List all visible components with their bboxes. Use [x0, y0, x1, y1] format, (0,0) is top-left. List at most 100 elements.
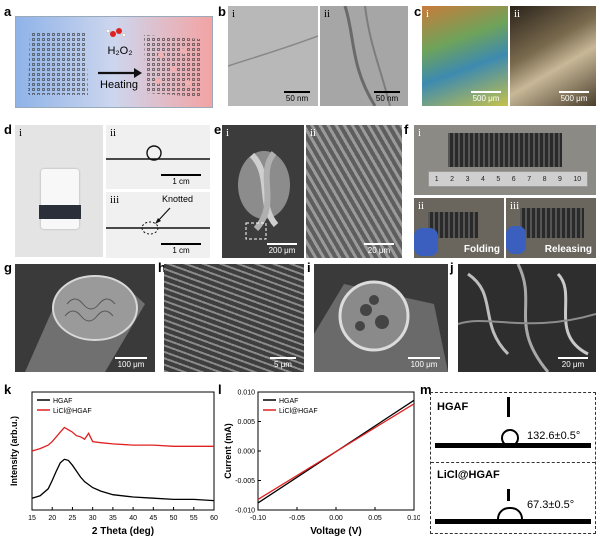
- y-axis-label: Current (mA): [223, 423, 233, 479]
- angle-licl-hgaf: 67.3±0.5°: [527, 499, 575, 511]
- sub-label: ii: [514, 8, 521, 20]
- scale-bar: 20 μm: [554, 357, 592, 369]
- knotted-annotation: Knotted: [162, 194, 194, 204]
- panel-f-iii: iii Releasing: [506, 198, 596, 258]
- caption-releasing: Releasing: [544, 244, 592, 255]
- ruler-number: 6: [511, 175, 516, 183]
- panel-f-i: 1 2 3 4 5 6 7 8 9 10 i: [414, 125, 596, 195]
- chart-k-xrd: 15 20 25 30 35 40 45 50 55 60 2 Theta (deg) Intensi…: [9, 391, 218, 536]
- sample-hgaf: HGAF: [437, 401, 469, 413]
- x-axis-label: Voltage (V): [310, 526, 361, 536]
- x-tick-label: 25: [69, 515, 77, 522]
- scale-bar: 500 μm: [555, 91, 593, 103]
- scale-bar: 50 nm: [370, 91, 404, 103]
- series-line-2: [257, 403, 415, 500]
- sample-licl-hgaf: LiCl@HGAF: [437, 469, 500, 481]
- graphene-sheet: [28, 32, 88, 95]
- wrapped-fiber: [39, 205, 81, 219]
- fabric-sheet: [448, 133, 562, 167]
- ruler-number: 1: [434, 175, 439, 183]
- series-line-2: [31, 426, 214, 452]
- label-d: d: [4, 122, 12, 137]
- angle-hgaf: 132.6±0.5°: [527, 430, 581, 442]
- x-tick-label: 50: [170, 515, 178, 522]
- x-tick-label: 35: [109, 515, 117, 522]
- x-tick-label: 30: [89, 515, 97, 522]
- sub-label: ii: [418, 200, 425, 212]
- y-tick-label: 0.000: [237, 449, 255, 456]
- label-m: m: [420, 382, 432, 397]
- sub-label: iii: [110, 194, 120, 206]
- x-tick-label: 55: [190, 515, 198, 522]
- spool: [41, 169, 79, 229]
- ruler-number: 2: [450, 175, 455, 183]
- panel-d-i: i: [15, 125, 103, 257]
- x-tick-label: 45: [149, 515, 157, 522]
- scale-bar: 5 μm: [266, 357, 300, 369]
- panel-d-ii: ii 1 cm: [106, 125, 210, 189]
- ruler-number: 4: [480, 175, 485, 183]
- caption-folding: Folding: [463, 244, 500, 255]
- panel-f-ii: ii Folding: [414, 198, 504, 258]
- y-tick-label: 0.010: [237, 390, 255, 397]
- x-tick-label: 0.05: [368, 515, 382, 522]
- ruler-number: 10: [573, 175, 582, 183]
- panel-e-i: i 200 μm: [222, 125, 304, 258]
- x-tick-label: 0.10: [407, 515, 420, 522]
- panel-b-i: i 50 nm: [228, 6, 318, 106]
- needle: [507, 397, 510, 417]
- reagent-label: H₂O₂: [107, 45, 133, 57]
- scale-bar: 200 μm: [263, 243, 301, 255]
- label-a: a: [4, 4, 12, 19]
- scale-bar: 100 μm: [404, 357, 444, 369]
- x-tick-label: -0.05: [289, 515, 305, 522]
- label-f: f: [404, 122, 409, 137]
- panel-d-iii: iii Knotted 1 cm: [106, 192, 210, 258]
- sub-label: i: [226, 127, 230, 139]
- panel-b-ii: ii 50 nm: [320, 6, 408, 106]
- panel-m: HGAF 132.6±0.5° LiCl@HGAF 67.3±0.5°: [430, 392, 596, 534]
- panel-c-ii: ii 500 μm: [510, 6, 596, 106]
- ruler-number: 9: [558, 175, 562, 183]
- ruler-number: 7: [527, 175, 532, 183]
- x-tick-label: 40: [129, 515, 137, 522]
- x-tick-label: 20: [48, 515, 56, 522]
- label-e: e: [214, 122, 222, 137]
- label-i: i: [307, 260, 311, 275]
- h2o2-molecule-icon: [110, 31, 116, 37]
- sub-label: ii: [110, 127, 117, 139]
- y-tick-label: 0.005: [237, 419, 255, 426]
- sub-label: i: [418, 127, 422, 139]
- label-h: h: [158, 260, 166, 275]
- label-k: k: [4, 382, 12, 397]
- panel-e-ii: ii 20 μm: [306, 125, 402, 258]
- ruler-number: 5: [496, 175, 501, 183]
- holey-graphene-sheet: [144, 35, 202, 97]
- label-j: j: [450, 260, 454, 275]
- ruler-number: 3: [465, 175, 470, 183]
- sub-label: ii: [324, 8, 331, 20]
- scale-bar: 20 μm: [360, 243, 398, 255]
- label-c: c: [414, 4, 422, 19]
- scale-bar: 50 nm: [280, 91, 314, 103]
- scale-bar: 1 cm: [158, 174, 204, 186]
- sub-label: i: [426, 8, 430, 20]
- label-g: g: [4, 260, 12, 275]
- process-label: Heating: [100, 79, 138, 91]
- legend-entry: HGAF: [53, 398, 72, 405]
- scale-bar: 100 μm: [111, 357, 151, 369]
- y-axis-label: Intensity (arb.u.): [9, 416, 19, 486]
- y-tick-label: -0.010: [235, 508, 255, 515]
- chart-l-iv: -0.10 -0.05 0.00 0.05 0.10 -0.010 -0.005 0.000 0…: [223, 390, 420, 537]
- x-tick-label: 15: [28, 515, 36, 522]
- sub-label: ii: [310, 127, 317, 139]
- panel-g: 100 μm: [15, 264, 155, 372]
- x-tick-label: -0.10: [250, 515, 266, 522]
- legend-entry: LiCl@HGAF: [53, 408, 92, 415]
- x-tick-label: 60: [210, 515, 218, 522]
- y-tick-label: -0.005: [235, 478, 255, 485]
- droplet-licl-hgaf: [497, 507, 523, 521]
- label-b: b: [218, 4, 226, 19]
- sub-label: i: [232, 8, 236, 20]
- x-axis-label: 2 Theta (deg): [92, 526, 154, 536]
